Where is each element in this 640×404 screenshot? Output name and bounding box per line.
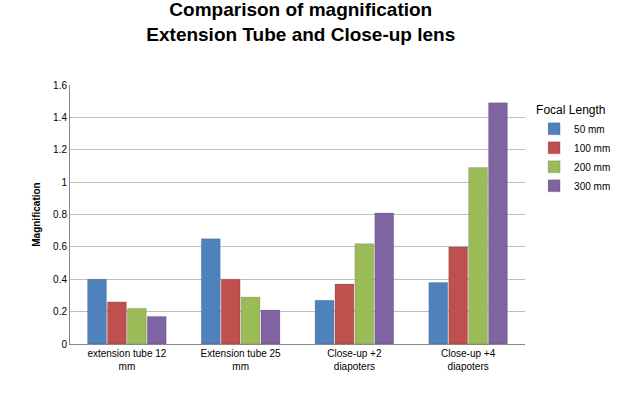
svg-text:Extension tube 25mm: Extension tube 25mm	[201, 348, 281, 372]
svg-text:1.6: 1.6	[53, 80, 67, 91]
svg-text:Close-up +4diapoters: Close-up +4diapoters	[441, 348, 496, 372]
svg-text:0.4: 0.4	[53, 274, 67, 285]
svg-text:200 mm: 200 mm	[574, 162, 610, 173]
svg-text:50 mm: 50 mm	[574, 124, 605, 135]
svg-text:1.4: 1.4	[53, 112, 67, 123]
svg-text:0: 0	[61, 339, 67, 350]
svg-text:0.8: 0.8	[53, 209, 67, 220]
svg-text:100 mm: 100 mm	[574, 143, 610, 154]
svg-text:1.2: 1.2	[53, 144, 67, 155]
svg-text:Magnification: Magnification	[31, 182, 42, 246]
svg-text:Comparison of magnificationExt: Comparison of magnificationExtension Tub…	[146, 0, 455, 45]
svg-text:Focal Length: Focal Length	[536, 103, 605, 117]
svg-text:Close-up +2diapoters: Close-up +2diapoters	[327, 348, 382, 372]
svg-text:300 mm: 300 mm	[574, 181, 610, 192]
svg-text:0.2: 0.2	[53, 306, 67, 317]
svg-text:1: 1	[61, 177, 67, 188]
svg-text:0.6: 0.6	[53, 241, 67, 252]
svg-text:extension tube 12mm: extension tube 12mm	[87, 348, 166, 372]
